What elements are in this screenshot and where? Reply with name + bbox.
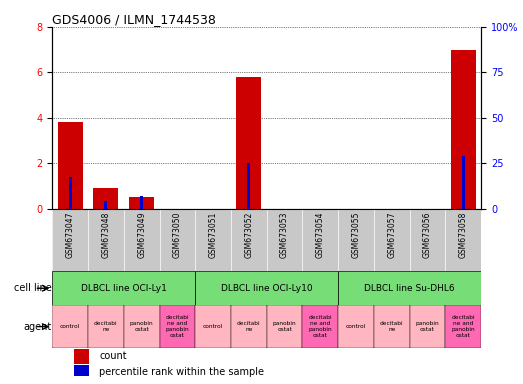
Bar <box>195 271 338 305</box>
Text: control: control <box>203 324 223 329</box>
Text: GSM673047: GSM673047 <box>66 212 75 258</box>
Text: decitabi
ne: decitabi ne <box>94 321 118 332</box>
Bar <box>52 305 88 348</box>
Text: decitabi
ne: decitabi ne <box>380 321 404 332</box>
Text: GSM673048: GSM673048 <box>101 212 110 258</box>
Bar <box>124 305 160 348</box>
Text: DLBCL line OCI-Ly10: DLBCL line OCI-Ly10 <box>221 284 313 293</box>
Text: panobin
ostat: panobin ostat <box>416 321 439 332</box>
Text: panobin
ostat: panobin ostat <box>273 321 297 332</box>
Text: GSM673053: GSM673053 <box>280 212 289 258</box>
Bar <box>462 156 465 209</box>
Bar <box>302 305 338 348</box>
Bar <box>410 305 446 348</box>
Bar <box>446 305 481 348</box>
Bar <box>105 201 107 209</box>
Bar <box>94 188 118 209</box>
Text: GSM673051: GSM673051 <box>209 212 218 258</box>
Bar <box>451 50 476 209</box>
Bar <box>74 349 89 364</box>
Text: decitabi
ne: decitabi ne <box>237 321 260 332</box>
Text: DLBCL line OCI-Ly1: DLBCL line OCI-Ly1 <box>81 284 167 293</box>
Bar <box>160 305 195 348</box>
Text: DLBCL line Su-DHL6: DLBCL line Su-DHL6 <box>365 284 455 293</box>
Bar <box>52 271 195 305</box>
Text: panobin
ostat: panobin ostat <box>130 321 153 332</box>
Bar <box>247 163 251 209</box>
Text: count: count <box>99 351 127 361</box>
Bar <box>140 196 143 209</box>
Bar <box>267 305 302 348</box>
Text: cell line: cell line <box>14 283 52 293</box>
Text: GSM673055: GSM673055 <box>351 212 360 258</box>
Bar <box>88 305 124 348</box>
Text: percentile rank within the sample: percentile rank within the sample <box>99 367 265 377</box>
Text: decitabi
ne and
panobin
ostat: decitabi ne and panobin ostat <box>451 315 475 338</box>
Bar <box>129 197 154 209</box>
Text: GSM673056: GSM673056 <box>423 212 432 258</box>
Text: decitabi
ne and
panobin
ostat: decitabi ne and panobin ostat <box>166 315 189 338</box>
Text: GSM673052: GSM673052 <box>244 212 253 258</box>
Bar <box>195 305 231 348</box>
Text: control: control <box>60 324 81 329</box>
Text: control: control <box>346 324 366 329</box>
Text: decitabi
ne and
panobin
ostat: decitabi ne and panobin ostat <box>309 315 332 338</box>
Bar <box>231 305 267 348</box>
Bar <box>74 365 89 379</box>
Bar <box>58 122 83 209</box>
Text: GSM673058: GSM673058 <box>459 212 468 258</box>
Text: GSM673057: GSM673057 <box>388 212 396 258</box>
Bar <box>338 271 481 305</box>
Bar <box>236 77 262 209</box>
Text: GSM673054: GSM673054 <box>316 212 325 258</box>
Text: GSM673050: GSM673050 <box>173 212 182 258</box>
Text: GSM673049: GSM673049 <box>137 212 146 258</box>
Bar <box>338 305 374 348</box>
Text: agent: agent <box>24 322 52 332</box>
Text: GDS4006 / ILMN_1744538: GDS4006 / ILMN_1744538 <box>52 13 216 26</box>
Bar <box>69 177 72 209</box>
Bar <box>374 305 410 348</box>
